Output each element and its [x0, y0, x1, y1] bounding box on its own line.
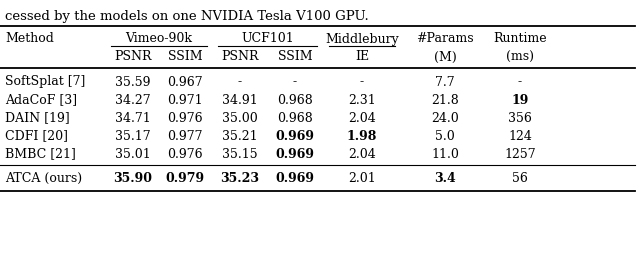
- Text: CDFI [20]: CDFI [20]: [5, 130, 68, 142]
- Text: 0.977: 0.977: [167, 130, 203, 142]
- Text: cessed by the models on one NVIDIA Tesla V100 GPU.: cessed by the models on one NVIDIA Tesla…: [5, 10, 369, 23]
- Text: PSNR: PSNR: [221, 51, 259, 64]
- Text: DAIN [19]: DAIN [19]: [5, 111, 70, 125]
- Text: (M): (M): [434, 51, 456, 64]
- Text: 1.98: 1.98: [347, 130, 377, 142]
- Text: -: -: [293, 76, 297, 89]
- Text: Method: Method: [5, 32, 54, 45]
- Text: 0.976: 0.976: [167, 111, 203, 125]
- Text: 34.27: 34.27: [115, 94, 151, 106]
- Text: AdaCoF [3]: AdaCoF [3]: [5, 94, 77, 106]
- Text: 2.31: 2.31: [348, 94, 376, 106]
- Text: 0.969: 0.969: [275, 147, 314, 161]
- Text: 56: 56: [512, 172, 528, 185]
- Text: 21.8: 21.8: [431, 94, 459, 106]
- Text: (ms): (ms): [506, 51, 534, 64]
- Text: 35.00: 35.00: [222, 111, 258, 125]
- Text: 34.71: 34.71: [115, 111, 151, 125]
- Text: -: -: [360, 76, 364, 89]
- Text: 0.968: 0.968: [277, 94, 313, 106]
- Text: 2.04: 2.04: [348, 111, 376, 125]
- Text: 2.01: 2.01: [348, 172, 376, 185]
- Text: Runtime: Runtime: [493, 32, 547, 45]
- Text: 0.976: 0.976: [167, 147, 203, 161]
- Text: 2.04: 2.04: [348, 147, 376, 161]
- Text: Vimeo-90k: Vimeo-90k: [125, 32, 193, 45]
- Text: SSIM: SSIM: [278, 51, 312, 64]
- Text: 1257: 1257: [504, 147, 536, 161]
- Text: 35.15: 35.15: [222, 147, 258, 161]
- Text: 24.0: 24.0: [431, 111, 459, 125]
- Text: 5.0: 5.0: [435, 130, 455, 142]
- Text: 11.0: 11.0: [431, 147, 459, 161]
- Text: 35.01: 35.01: [115, 147, 151, 161]
- Text: 356: 356: [508, 111, 532, 125]
- Text: 0.969: 0.969: [275, 130, 314, 142]
- Text: Middlebury: Middlebury: [325, 32, 399, 45]
- Text: -: -: [518, 76, 522, 89]
- Text: IE: IE: [355, 51, 369, 64]
- Text: 124: 124: [508, 130, 532, 142]
- Text: PSNR: PSNR: [115, 51, 152, 64]
- Text: -: -: [238, 76, 242, 89]
- Text: 35.59: 35.59: [115, 76, 151, 89]
- Text: SoftSplat [7]: SoftSplat [7]: [5, 76, 85, 89]
- Text: UCF101: UCF101: [241, 32, 294, 45]
- Text: 0.979: 0.979: [165, 172, 205, 185]
- Text: 19: 19: [511, 94, 529, 106]
- Text: 35.17: 35.17: [115, 130, 151, 142]
- Text: 35.21: 35.21: [222, 130, 258, 142]
- Text: ATCA (ours): ATCA (ours): [5, 172, 82, 185]
- Text: 0.968: 0.968: [277, 111, 313, 125]
- Text: 35.23: 35.23: [221, 172, 259, 185]
- Text: 7.7: 7.7: [435, 76, 455, 89]
- Text: SSIM: SSIM: [168, 51, 202, 64]
- Text: 3.4: 3.4: [434, 172, 456, 185]
- Text: 35.90: 35.90: [113, 172, 152, 185]
- Text: BMBC [21]: BMBC [21]: [5, 147, 76, 161]
- Text: 0.971: 0.971: [167, 94, 203, 106]
- Text: 34.91: 34.91: [222, 94, 258, 106]
- Text: #Params: #Params: [416, 32, 474, 45]
- Text: 0.967: 0.967: [167, 76, 203, 89]
- Text: 0.969: 0.969: [275, 172, 314, 185]
